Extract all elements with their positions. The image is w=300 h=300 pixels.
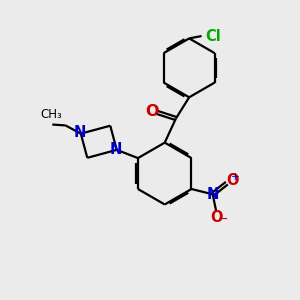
Text: Cl: Cl (206, 28, 221, 44)
Text: N: N (110, 142, 122, 157)
Text: N: N (207, 187, 220, 202)
Text: CH₃: CH₃ (41, 108, 63, 121)
Text: +: + (231, 172, 240, 182)
Text: N: N (73, 125, 86, 140)
Text: O: O (226, 173, 239, 188)
Text: −: − (218, 213, 228, 226)
Text: O: O (210, 210, 223, 225)
Text: O: O (146, 103, 159, 118)
